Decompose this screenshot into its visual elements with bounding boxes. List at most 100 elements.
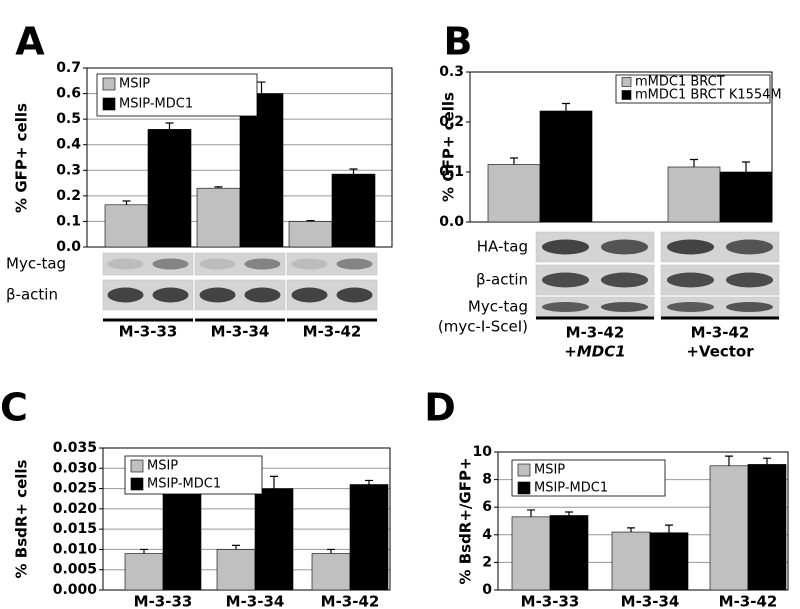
bar — [667, 166, 721, 223]
blot-band — [600, 239, 649, 255]
blot-band — [725, 239, 774, 255]
x-tick-label: M-3-42 — [566, 324, 625, 342]
error-bar — [510, 157, 518, 165]
error-bar — [565, 511, 573, 516]
legend-swatch — [102, 77, 116, 91]
y-axis-label: % BsdR+ cells — [13, 459, 31, 578]
error-bar — [214, 186, 223, 189]
y-tick-label: 0.6 — [56, 86, 81, 102]
blot-band — [336, 287, 373, 303]
blot-band — [199, 258, 236, 270]
bar — [216, 549, 256, 591]
x-tick-label: M-3-42 — [303, 323, 362, 341]
y-tick-label: 2 — [482, 554, 492, 570]
panel-letter: C — [0, 386, 28, 430]
blot-band — [107, 258, 144, 270]
blot-band — [291, 287, 328, 303]
bar — [719, 171, 773, 223]
error-bar — [665, 524, 673, 533]
legend-label: MSIP-MDC1 — [534, 481, 608, 496]
error-bar — [742, 161, 750, 172]
blot-band — [152, 287, 189, 303]
legend-label: MSIP — [534, 463, 565, 478]
bar — [511, 516, 551, 591]
group-underline — [661, 316, 779, 320]
error-bar — [349, 168, 358, 175]
y-tick-label: 0.025 — [53, 481, 97, 497]
blot-label: HA-tag — [477, 238, 528, 256]
bar — [649, 532, 689, 591]
blot-label: Myc-tag — [6, 255, 66, 273]
blot-band — [107, 287, 144, 303]
blot-band — [541, 239, 590, 255]
y-tick-label: 8 — [482, 472, 492, 488]
panel-letter: A — [15, 20, 45, 64]
error-bar — [270, 475, 278, 489]
blot-band — [725, 302, 774, 312]
y-tick-label: 0.005 — [53, 562, 97, 578]
legend-swatch — [102, 97, 116, 111]
legend-label: mMDC1 BRCT K1554M — [635, 88, 782, 103]
legend-label: MSIP-MDC1 — [147, 477, 221, 492]
y-tick-label: 0.035 — [53, 440, 97, 456]
error-bar — [527, 509, 535, 517]
y-tick-label: 0.3 — [56, 162, 81, 178]
y-tick-label: 0.020 — [53, 501, 98, 517]
error-bar — [365, 479, 373, 485]
panel-letter: D — [424, 386, 456, 430]
error-bar — [165, 122, 174, 130]
bar — [162, 488, 202, 591]
y-tick-label: 6 — [482, 499, 492, 515]
blot-band — [244, 287, 281, 303]
y-tick-label: 0.015 — [53, 521, 97, 537]
bar — [487, 164, 541, 223]
blot-label: β-actin — [476, 271, 528, 289]
y-tick-label: 0.030 — [53, 460, 98, 476]
y-tick-label: 0.1 — [56, 213, 81, 229]
bar — [747, 464, 787, 591]
legend-label: MSIP — [119, 77, 150, 92]
error-bar — [327, 548, 335, 554]
blot-band — [199, 287, 236, 303]
plot-frame — [469, 71, 773, 223]
legend-swatch — [621, 90, 632, 100]
y-axis-label: % GFP+ cells — [13, 103, 31, 213]
y-tick-label: 0.0 — [439, 214, 464, 230]
error-bar — [763, 457, 771, 465]
bar — [539, 110, 593, 223]
error-bar — [725, 455, 733, 466]
bar — [288, 221, 333, 248]
bar — [124, 553, 164, 591]
y-axis-label: % BsdR+/GFP+ — [457, 457, 475, 584]
legend-box — [124, 455, 263, 495]
y-tick-label: 4 — [482, 527, 492, 543]
bar — [549, 515, 589, 591]
legend-swatch — [621, 77, 632, 87]
blot-band — [666, 272, 715, 288]
x-tick-label: M-3-42 — [691, 324, 750, 342]
bar — [349, 484, 389, 591]
legend-swatch — [130, 459, 144, 473]
x-tick-sublabel: +Vector — [686, 343, 754, 361]
y-tick-label: 0.0 — [56, 239, 81, 255]
y-axis-label: % GFP+ cells — [440, 92, 458, 202]
group-underline — [536, 316, 654, 320]
y-tick-label: 0.3 — [439, 64, 464, 80]
blot-band — [541, 302, 590, 312]
y-tick-label: 0.1 — [439, 164, 464, 180]
blot-label: β-actin — [6, 286, 58, 304]
error-bar — [690, 158, 698, 167]
x-tick-label: M-3-42 — [719, 593, 778, 609]
y-tick-label: 0.5 — [56, 111, 81, 127]
error-bar — [140, 548, 148, 554]
error-bar — [562, 102, 570, 111]
x-tick-label: M-3-33 — [119, 323, 178, 341]
blot-band — [600, 272, 649, 288]
legend-label: mMDC1 BRCT — [635, 75, 725, 90]
group-underline — [287, 318, 377, 322]
blot-band — [725, 272, 774, 288]
blot-band — [600, 302, 649, 312]
x-tick-sublabel: +MDC1 — [564, 343, 625, 361]
x-tick-label: M-3-33 — [521, 593, 580, 609]
y-tick-label: 0.2 — [439, 114, 464, 130]
